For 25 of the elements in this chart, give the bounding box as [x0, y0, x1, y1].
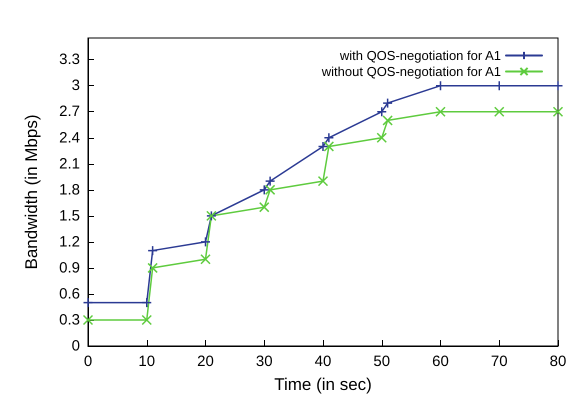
y-tick-label: 0 — [72, 338, 80, 354]
x-tick-label: 10 — [138, 353, 156, 370]
x-tick-label: 30 — [256, 353, 273, 370]
y-tick-label: 1.8 — [59, 181, 80, 198]
x-tick-label: 60 — [432, 353, 449, 370]
y-tick-label: 0.6 — [59, 285, 80, 302]
y-tick-label: 2.4 — [59, 129, 80, 146]
x-tick-label: 20 — [197, 353, 214, 370]
x-tick-label: 70 — [490, 353, 508, 370]
legend-label: without QOS-negotiation for A1 — [320, 64, 501, 79]
y-tick-label: 2.7 — [59, 103, 80, 120]
y-tick-label: 1.2 — [59, 233, 80, 250]
y-axis-title: Bandwidth (in Mbps) — [22, 114, 41, 270]
x-axis-title: Time (in sec) — [274, 375, 372, 394]
x-tick-label: 50 — [373, 353, 390, 370]
x-tick-label: 80 — [550, 353, 566, 370]
y-tick-label: 3.3 — [59, 51, 80, 68]
x-tick-label: 0 — [84, 353, 92, 370]
y-tick-label: 3 — [72, 77, 80, 94]
legend-label: with QOS-negotiation for A1 — [338, 48, 501, 63]
x-tick-label: 40 — [314, 353, 332, 370]
y-tick-label: 2.1 — [59, 155, 80, 172]
y-tick-label: 0.9 — [59, 259, 80, 276]
y-tick-label: 0.3 — [59, 311, 80, 328]
y-tick-label: 1.5 — [59, 207, 80, 224]
